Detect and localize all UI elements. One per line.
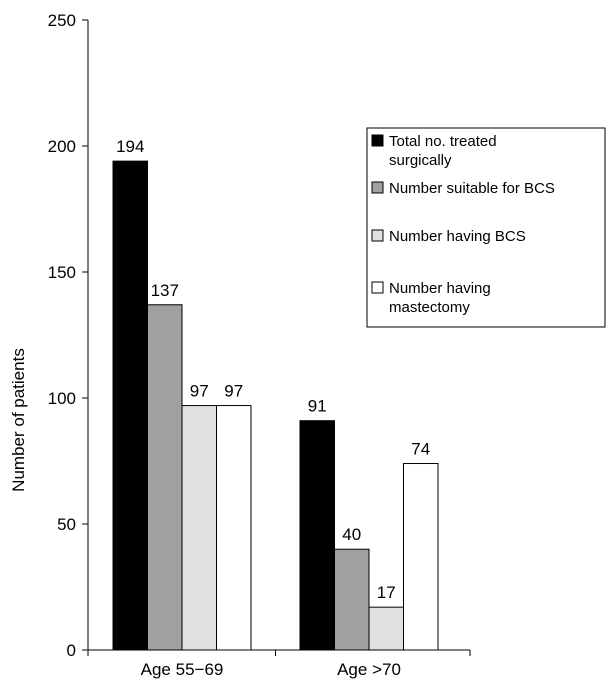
legend-swatch [371,134,384,147]
y-tick-label: 150 [48,263,76,282]
bar-value-label: 97 [190,382,209,401]
x-axis: Age 55−69 Age >70 [87,649,471,679]
bar-value-label: 74 [411,440,430,459]
y-tick-label: 0 [67,641,76,660]
bar [147,304,183,651]
legend-swatch [371,181,384,194]
bar [368,606,404,651]
legend: Total no. treated surgically Number suitab… [366,127,606,328]
bar [334,548,370,651]
legend-swatch [371,229,384,242]
legend-box [366,127,606,328]
bar-value-label: 17 [377,583,396,602]
legend-entry-label: Number having mastectomy [389,280,491,316]
x-tick-label: Age >70 [337,660,401,679]
bar-value-label: 194 [116,137,144,156]
bar [299,420,335,651]
bar [112,160,148,651]
bar-value-label: 40 [342,525,361,544]
legend-entry-label: Number having BCS [389,228,526,245]
y-axis-title: Number of patients [9,348,28,492]
y-tick-label: 250 [48,11,76,30]
bar [216,405,252,651]
bar-value-label: 97 [224,382,243,401]
x-tick-label: Age 55−69 [141,660,224,679]
y-axis: 0 50 100 150 200 250 [48,11,89,660]
legend-entry-label: Number suitable for BCS [389,180,555,197]
value-labels: 194 137 97 97 91 40 17 74 [116,137,430,602]
y-tick-label: 200 [48,137,76,156]
y-tick-label: 50 [57,515,76,534]
bar-value-label: 91 [308,397,327,416]
y-tick-label: 100 [48,389,76,408]
bars [112,160,439,651]
legend-entry-label: Total no. treated surgically [389,133,497,169]
legend-swatch [371,281,384,294]
bar [403,463,439,651]
bar-value-label: 137 [151,281,179,300]
bar [181,405,217,651]
